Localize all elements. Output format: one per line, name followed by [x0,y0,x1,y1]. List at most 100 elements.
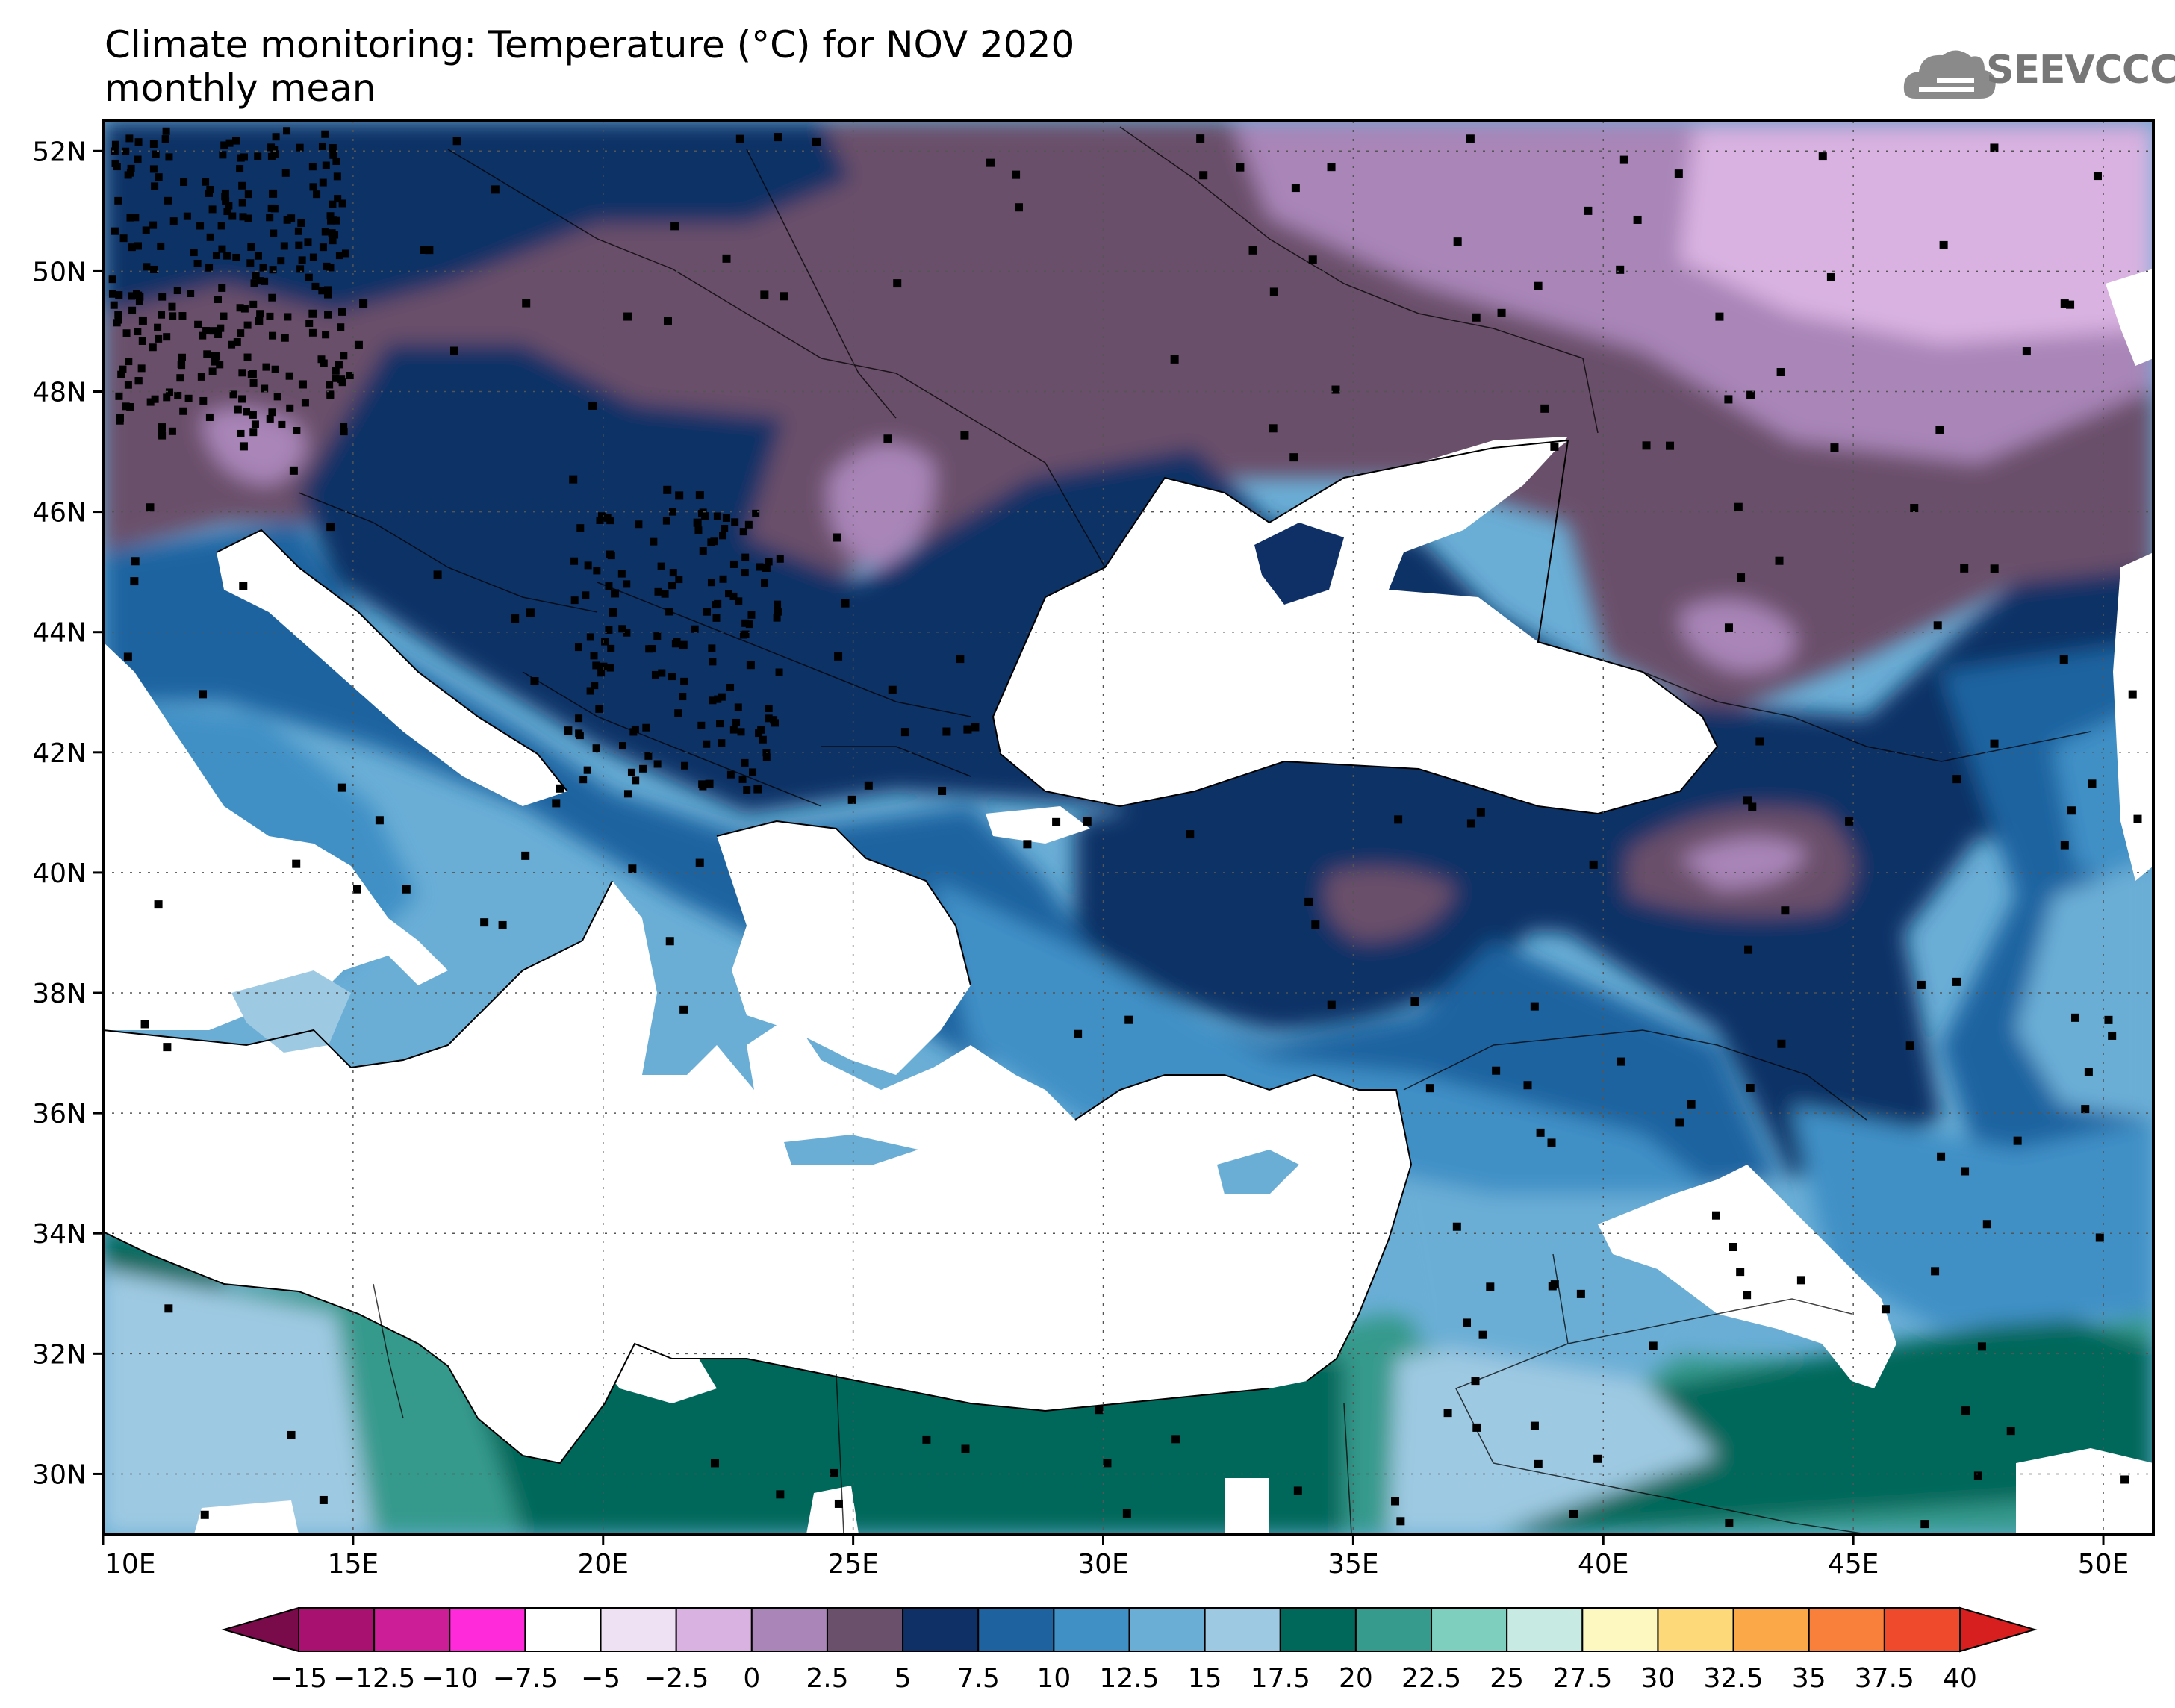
station-marker [1775,556,1784,565]
station-marker [199,331,207,340]
station-marker [122,402,130,411]
station-marker [200,1510,209,1519]
station-marker [116,417,124,425]
station-marker [273,393,281,401]
station-marker [2120,1475,2129,1484]
station-marker [301,399,309,407]
station-marker [658,669,666,677]
station-marker [197,373,205,381]
station-marker [1617,1057,1625,1066]
station-marker [2066,300,2075,309]
y-tick-label: 48N [32,377,87,408]
station-marker [601,638,609,646]
station-marker [2059,655,2068,664]
station-marker [222,197,230,205]
station-marker [298,380,307,389]
x-tick-label: 25E [827,1549,879,1580]
station-marker [729,592,738,600]
station-marker [718,693,726,701]
station-marker [669,508,677,516]
station-marker [1052,817,1061,826]
station-marker [206,233,214,241]
station-marker [893,279,902,288]
station-marker [108,290,116,298]
station-marker [305,273,313,281]
station-marker [324,311,332,319]
station-marker [726,683,735,691]
station-marker [645,645,653,653]
station-marker [433,570,442,579]
station-marker [623,790,632,798]
station-marker [1910,504,1919,513]
coastlines [103,439,1719,1465]
station-marker [592,661,600,670]
station-marker [653,632,662,640]
station-marker [574,643,582,652]
colorbar-swatch [1279,1607,1357,1652]
station-marker [1466,134,1475,143]
station-marker [1014,203,1023,212]
station-marker [317,355,326,364]
station-marker [1012,170,1021,179]
station-marker [745,620,753,629]
station-marker [642,723,650,732]
station-marker [155,334,163,343]
station-marker [134,377,143,385]
station-marker [217,324,225,332]
station-marker [847,795,856,804]
station-marker [169,312,177,320]
map-frame [102,119,2155,1536]
station-marker [774,608,782,616]
station-marker [326,523,335,532]
station-marker [1990,143,1999,152]
station-marker [225,139,234,147]
station-marker [491,185,500,194]
station-marker [749,768,757,776]
station-marker [605,626,613,634]
colorbar-swatch [1732,1607,1810,1652]
station-marker [739,631,747,639]
station-marker [334,195,342,203]
station-marker [402,885,411,894]
station-marker [1540,404,1549,413]
station-marker [1687,1100,1696,1109]
station-marker [352,885,361,894]
station-marker [173,287,181,295]
station-marker [254,252,262,260]
station-marker [719,532,727,540]
station-marker [269,331,277,340]
station-marker [735,134,744,143]
station-marker [2104,1015,2113,1024]
station-marker [205,189,213,197]
station-marker [1476,808,1485,817]
x-tick-label: 35E [1328,1549,1379,1580]
station-marker [710,1459,719,1468]
station-marker [1939,240,1948,249]
station-marker [270,229,278,237]
station-marker [190,249,198,257]
station-marker [722,514,730,522]
station-marker [154,323,162,331]
station-marker [661,590,669,598]
station-marker [556,784,564,793]
station-marker [249,300,258,308]
station-marker [971,723,980,732]
station-marker [737,728,745,736]
colorbar-label: 35 [1792,1663,1826,1694]
station-marker [719,575,727,583]
station-marker [319,243,327,252]
station-marker [244,214,252,222]
y-tick-label: 36N [32,1099,87,1129]
station-marker [590,652,598,660]
station-marker [239,442,248,451]
station-marker [254,152,262,160]
colorbar-swatch [1431,1607,1508,1652]
station-marker [237,329,245,337]
station-marker [606,517,614,525]
colorbar-label: −2.5 [644,1663,709,1694]
station-marker [623,312,632,321]
station-marker [329,200,337,208]
station-marker [1391,1497,1400,1506]
x-tick-label: 40E [1578,1549,1629,1580]
station-marker [1589,860,1598,869]
